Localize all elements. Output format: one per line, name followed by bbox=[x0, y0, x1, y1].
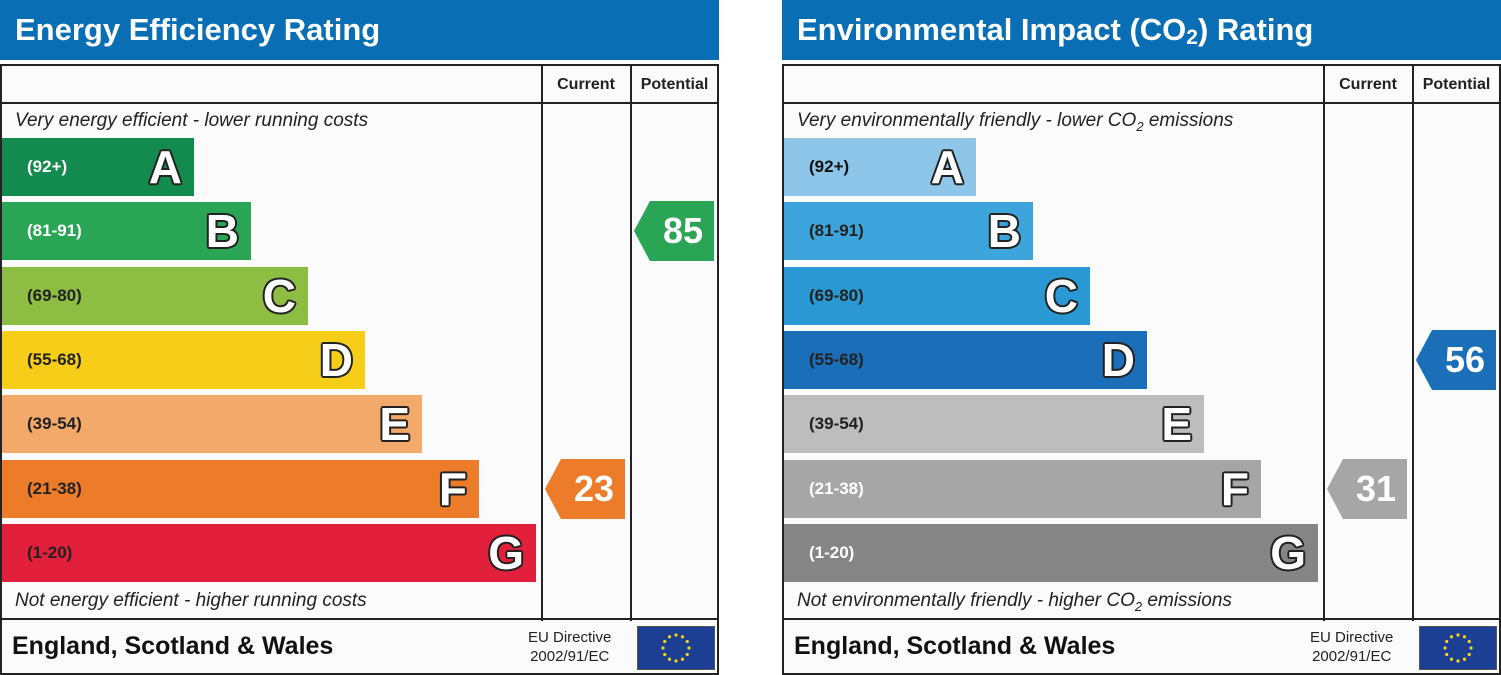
rating-table: Current Potential Very environmentally f… bbox=[782, 64, 1501, 675]
potential-rating-marker: 56 bbox=[1416, 329, 1496, 390]
band-e: (39-54) E bbox=[784, 395, 1204, 454]
current-column-header: Current bbox=[557, 76, 615, 93]
eu-flag-icon bbox=[1419, 626, 1497, 670]
band-range-label: (55-68) bbox=[809, 349, 864, 369]
band-g: (1-20) G bbox=[2, 523, 536, 582]
eu-flag-icon bbox=[637, 626, 715, 670]
band-g: (1-20) G bbox=[784, 523, 1318, 582]
potential-column-header: Potential bbox=[640, 76, 709, 93]
band-letter: B bbox=[987, 205, 1021, 258]
band-range-label: (81-91) bbox=[809, 221, 864, 241]
band-a: (92+) A bbox=[784, 138, 976, 196]
marker-arrow-shape bbox=[634, 201, 714, 262]
band-letter: G bbox=[1270, 526, 1306, 579]
band-range-label: (1-20) bbox=[809, 542, 855, 562]
band-range-label: (55-68) bbox=[27, 349, 82, 369]
band-range-label: (39-54) bbox=[809, 414, 864, 434]
top-caption: Very environmentally friendly - lower CO… bbox=[797, 110, 1234, 134]
band-letter: A bbox=[930, 141, 964, 193]
band-range-label: (81-91) bbox=[27, 221, 82, 241]
marker-arrow-shape bbox=[1416, 329, 1496, 390]
band-letter: E bbox=[1161, 398, 1192, 451]
band-c: (69-80) C bbox=[784, 266, 1090, 325]
band-range-label: (21-38) bbox=[809, 478, 864, 498]
band-b: (81-91) B bbox=[784, 202, 1033, 261]
current-column-header: Current bbox=[1339, 76, 1397, 93]
band-range-label: (39-54) bbox=[27, 414, 82, 434]
band-letter: A bbox=[148, 141, 182, 193]
top-caption: Very energy efficient - lower running co… bbox=[15, 110, 369, 131]
band-range-label: (92+) bbox=[27, 157, 68, 176]
footer-country: England, Scotland & Wales bbox=[12, 632, 334, 660]
band-letter: E bbox=[379, 398, 410, 451]
band-letter: C bbox=[1044, 269, 1078, 322]
chart-title: Energy Efficiency Rating bbox=[0, 0, 719, 60]
band-e: (39-54) E bbox=[2, 395, 422, 454]
band-letter: F bbox=[438, 462, 467, 515]
band-c: (69-80) C bbox=[2, 266, 308, 325]
band-d: (55-68) D bbox=[2, 330, 365, 389]
band-letter: D bbox=[319, 333, 353, 386]
band-range-label: (1-20) bbox=[27, 542, 73, 562]
environmental-impact-panel: Environmental Impact (CO2) Rating Curren… bbox=[782, 0, 1501, 675]
band-f: (21-38) F bbox=[2, 459, 479, 518]
marker-arrow-shape bbox=[545, 458, 625, 519]
band-range-label: (69-80) bbox=[27, 285, 82, 305]
energy-efficiency-panel: Energy Efficiency Rating Current Potenti… bbox=[0, 0, 719, 675]
band-letter: G bbox=[488, 526, 524, 579]
band-range-label: (21-38) bbox=[27, 478, 82, 498]
eu-directive-text: EU Directive 2002/91/EC bbox=[1310, 629, 1394, 665]
marker-arrow-shape bbox=[1327, 458, 1407, 519]
eu-directive-text: EU Directive 2002/91/EC bbox=[528, 629, 612, 665]
band-letter: D bbox=[1101, 333, 1135, 386]
band-range-label: (92+) bbox=[809, 157, 850, 176]
current-rating-marker: 23 bbox=[545, 458, 625, 519]
band-letter: C bbox=[262, 269, 296, 322]
band-a: (92+) A bbox=[2, 138, 194, 196]
rating-table: Current Potential Very energy efficient … bbox=[0, 64, 719, 675]
potential-rating-marker: 85 bbox=[634, 201, 714, 262]
bottom-caption: Not energy efficient - higher running co… bbox=[15, 590, 367, 611]
current-rating-marker: 31 bbox=[1327, 458, 1407, 519]
chart-title: Environmental Impact (CO2) Rating bbox=[782, 0, 1501, 60]
bottom-caption: Not environmentally friendly - higher CO… bbox=[797, 590, 1232, 614]
band-letter: B bbox=[205, 205, 239, 258]
potential-column-header: Potential bbox=[1422, 76, 1491, 93]
band-b: (81-91) B bbox=[2, 202, 251, 261]
band-f: (21-38) F bbox=[784, 459, 1261, 518]
band-range-label: (69-80) bbox=[809, 285, 864, 305]
band-letter: F bbox=[1220, 462, 1249, 515]
band-d: (55-68) D bbox=[784, 330, 1147, 389]
footer-country: England, Scotland & Wales bbox=[794, 632, 1116, 660]
